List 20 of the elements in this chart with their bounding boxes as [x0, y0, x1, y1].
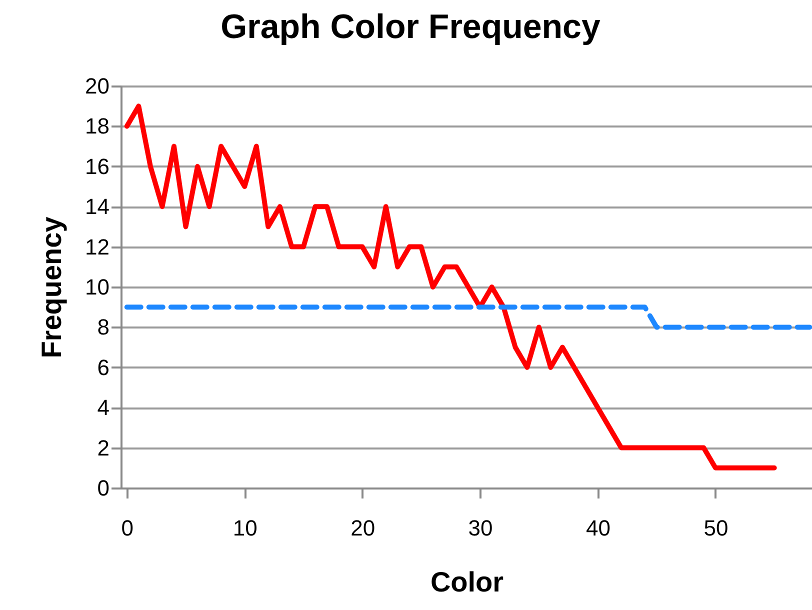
y-tick-label: 4	[97, 395, 110, 420]
y-axis-title: Frequency	[36, 216, 68, 358]
x-tick-label: 10	[232, 516, 258, 540]
y-tick-label: 12	[85, 234, 110, 260]
y-tick-label: 0	[97, 476, 110, 500]
chart-title: Graph Color Frequency	[220, 8, 600, 46]
y-tick-label: 2	[97, 435, 110, 460]
x-tick-label: 40	[586, 516, 610, 540]
y-tick-label: 14	[85, 194, 110, 220]
x-tick-label: 50	[704, 516, 728, 540]
y-tick-label: 6	[97, 354, 110, 380]
y-tick-label: 18	[85, 114, 110, 139]
y-tick-label: 16	[85, 154, 110, 179]
y-tick-label: 8	[97, 314, 110, 340]
y-tick-label: 10	[85, 274, 110, 300]
y-tick-label: 20	[85, 74, 110, 98]
x-tick-label: 0	[121, 516, 134, 540]
x-tick-label: 30	[468, 516, 493, 540]
x-axis-title: Color	[430, 566, 504, 598]
x-tick-label: 20	[350, 516, 376, 540]
